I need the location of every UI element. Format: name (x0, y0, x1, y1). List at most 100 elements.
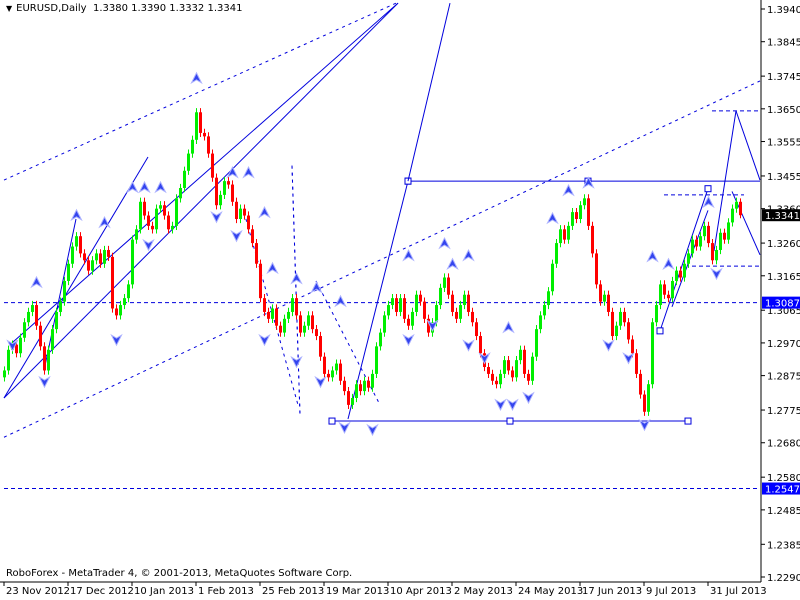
candle (551, 259, 554, 296)
candle (395, 294, 398, 317)
candle (159, 201, 162, 213)
candle (423, 297, 426, 323)
candle (223, 176, 226, 200)
candle (291, 294, 294, 317)
candle (35, 300, 38, 330)
candle-body (87, 260, 90, 271)
candle (199, 108, 202, 138)
candle (275, 304, 278, 330)
candle (587, 194, 590, 231)
candle-body (367, 380, 370, 388)
candle-body (135, 229, 138, 240)
fractal-down-arrow-icon (478, 352, 491, 365)
candle (659, 280, 662, 310)
candle (543, 300, 546, 320)
candle-body (107, 249, 110, 257)
candle-body (443, 277, 446, 288)
candle-body (379, 332, 382, 347)
trend-line (3, 2, 397, 181)
candle (231, 180, 234, 206)
trend-line (315, 280, 381, 406)
candle (619, 307, 622, 330)
candle-body (711, 243, 714, 261)
candle (31, 300, 34, 317)
candle-body (547, 291, 550, 306)
candle-body (543, 305, 546, 316)
candle-body (99, 253, 102, 264)
price-tick-label: 1.3260 (767, 239, 800, 250)
candle-body (523, 349, 526, 374)
fractal-up-arrow-icon (290, 272, 303, 285)
candle-body (199, 112, 202, 133)
fractal-down-arrow-icon (110, 333, 123, 347)
fractal-down-arrow-icon (210, 210, 223, 224)
candle-body (627, 322, 630, 340)
candle-body (123, 298, 126, 306)
fractal-down-arrow-icon (6, 339, 19, 352)
candle-body (155, 208, 158, 230)
candle (683, 259, 686, 282)
candle-body (63, 280, 66, 302)
candle-body (619, 311, 622, 326)
candle (327, 369, 330, 382)
line-handle (328, 417, 336, 425)
price-tick-label: 1.3065 (767, 306, 800, 317)
candle (739, 198, 742, 219)
candle (407, 314, 410, 330)
candle (519, 345, 522, 365)
candle-body (647, 384, 650, 412)
candle (179, 183, 182, 203)
candle-body (35, 305, 38, 326)
candle-body (235, 201, 238, 219)
candle (491, 369, 494, 385)
candle-body (267, 311, 270, 319)
price-tick-label: 1.2485 (767, 506, 800, 517)
candle-body (159, 205, 162, 209)
line-handle (506, 417, 514, 425)
candle-body (415, 294, 418, 312)
fractal-down-arrow-icon (522, 391, 535, 405)
candle (319, 331, 322, 361)
price-tick-label: 1.2970 (767, 339, 800, 350)
candle-body (695, 239, 698, 247)
fractal-up-arrow-icon (402, 249, 415, 262)
candle-body (19, 337, 22, 354)
fractal-down-arrow-icon (506, 398, 519, 411)
date-tick-label: 10 Jan 2013 (134, 586, 194, 597)
fractal-up-arrow-icon (226, 166, 239, 179)
candle-body (191, 139, 194, 154)
line-handle (656, 327, 664, 335)
candle (187, 149, 190, 175)
fractal-up-arrow-icon (646, 250, 659, 263)
candle-body (27, 311, 30, 323)
candle-body (75, 236, 78, 247)
candle (711, 238, 714, 265)
fractal-up-arrow-icon (502, 320, 515, 334)
date-tick-label: 10 Apr 2013 (390, 586, 452, 597)
candle-body (439, 287, 442, 306)
candle-body (463, 294, 466, 306)
candle (335, 359, 338, 375)
trend-line (11, 2, 399, 344)
candle (247, 211, 250, 234)
fractal-down-arrow-icon (602, 339, 615, 352)
candle-body (179, 188, 182, 199)
candle (67, 259, 70, 286)
candle (563, 225, 566, 244)
candle-body (371, 373, 374, 388)
fractal-up-arrow-icon (546, 211, 559, 225)
candle-body (47, 349, 50, 371)
candle (719, 228, 722, 255)
candle-body (419, 294, 422, 302)
candle-body (15, 344, 18, 354)
candle (143, 197, 146, 220)
candle-body (691, 239, 694, 254)
candle-body (127, 284, 130, 299)
candle (703, 221, 706, 241)
candle (707, 221, 710, 248)
candle-body (291, 298, 294, 312)
candle (479, 331, 482, 358)
triangle-down-icon[interactable]: ▼ (6, 4, 13, 13)
candle (523, 345, 526, 379)
